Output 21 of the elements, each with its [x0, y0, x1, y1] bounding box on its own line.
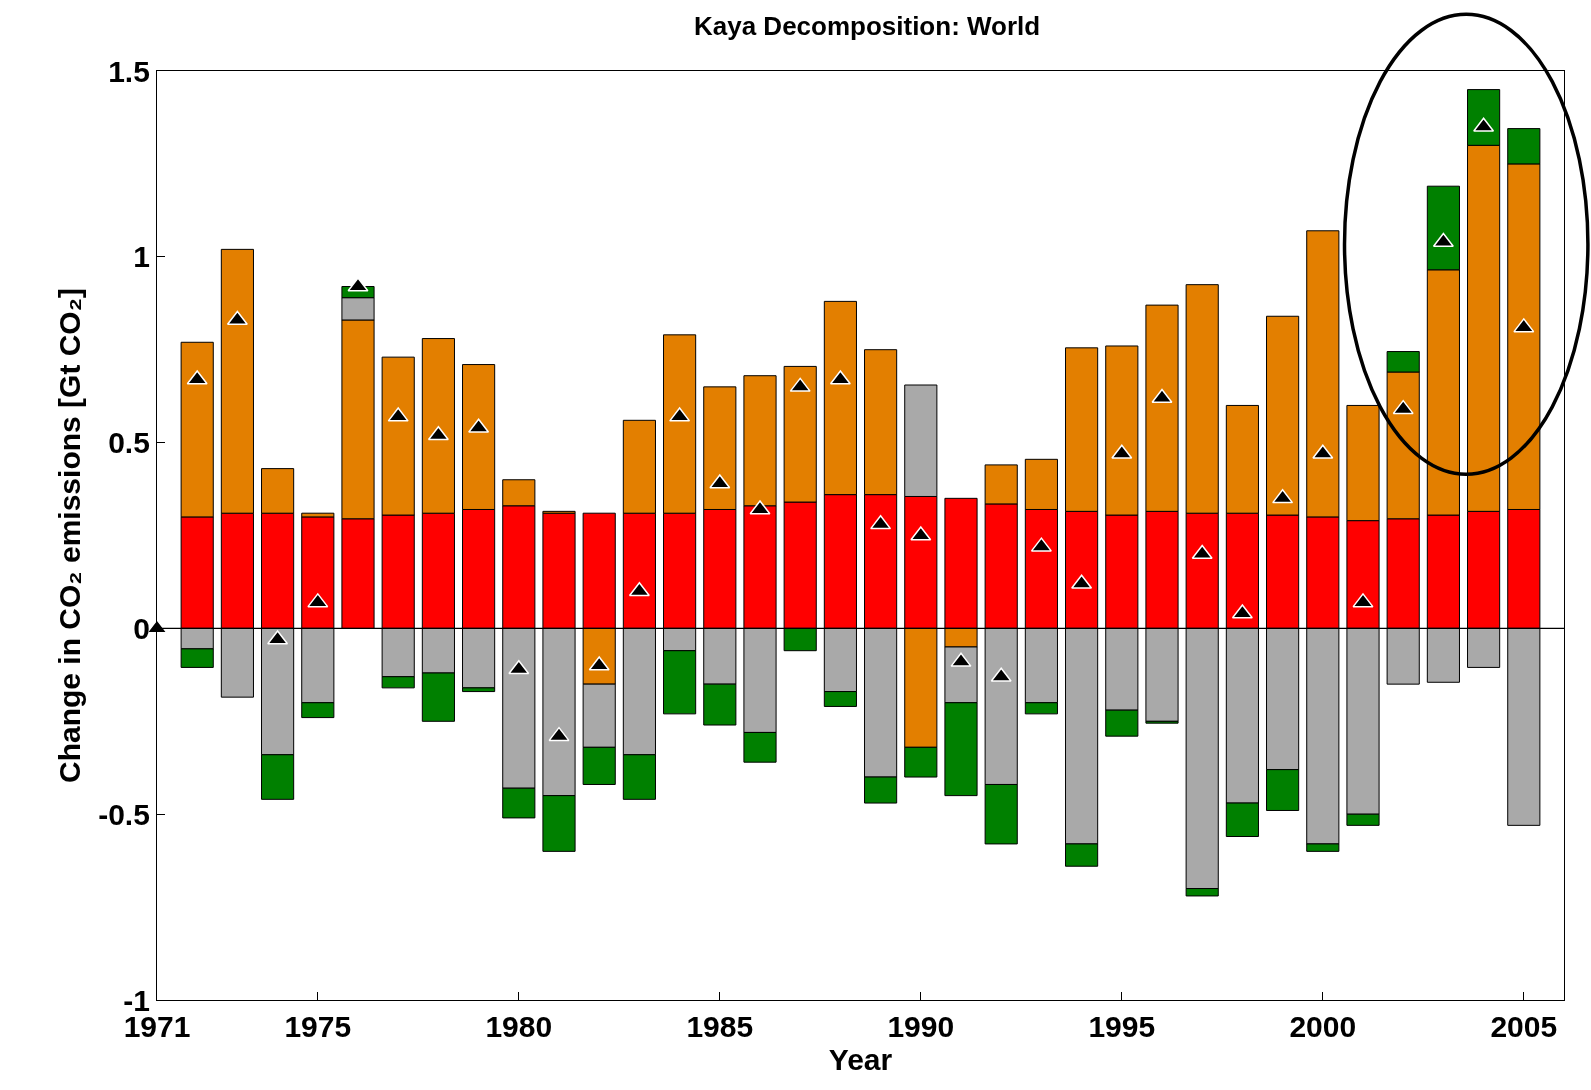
x-tick-label: 1995 — [1088, 1010, 1156, 1044]
x-axis-title: Year — [828, 1043, 893, 1077]
x-tick-label: 2005 — [1490, 1010, 1558, 1044]
y-tick-label: 0 — [133, 611, 150, 645]
x-tick-label: 1980 — [485, 1010, 553, 1044]
y-tick-label: 1 — [133, 240, 150, 274]
point — [548, 726, 570, 742]
y-tick-label: 0.5 — [108, 426, 150, 460]
y-axis-title: Change in CO₂ emissions [Gt CO₂] — [53, 287, 87, 784]
x-tick-label: 1975 — [284, 1010, 352, 1044]
x-tick-label: 1985 — [686, 1010, 754, 1044]
point — [1392, 399, 1414, 415]
chart-title: Kaya Decomposition: World — [693, 10, 1041, 41]
y-tick-label: -0.5 — [98, 797, 150, 831]
y-tick-label: 1.5 — [108, 54, 150, 88]
point — [1191, 544, 1213, 560]
point — [427, 425, 449, 441]
point — [1151, 388, 1173, 404]
point — [628, 581, 650, 597]
x-tick-label: 2000 — [1289, 1010, 1357, 1044]
x-tick-label: 1990 — [887, 1010, 955, 1044]
